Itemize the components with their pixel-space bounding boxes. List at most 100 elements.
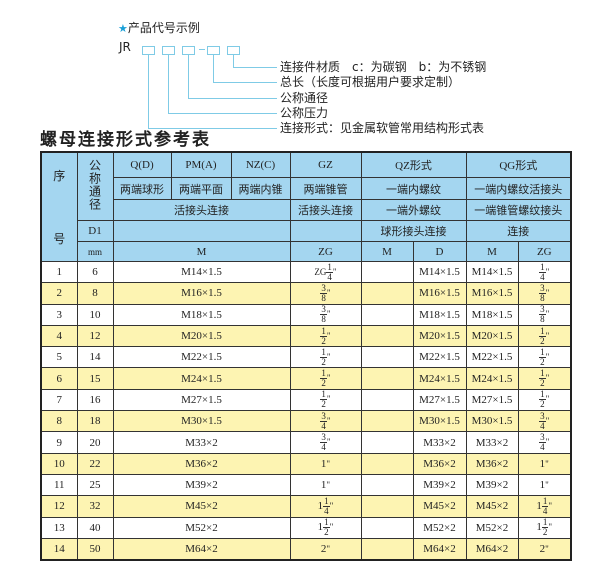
header-cell: NZ(C) <box>230 151 291 178</box>
inch-mark: " <box>326 458 331 469</box>
nominal-diameter: 50 <box>76 537 114 561</box>
gz-zg: 1 1 2 " <box>289 516 362 539</box>
leader-line <box>168 55 169 113</box>
header-cell: 两端球形 <box>112 177 172 200</box>
header-cell-empty <box>289 220 362 242</box>
table-row: 4 12 M20×1.5 1 2 " M20×1.5 M20×1.5 1 2 " <box>40 324 572 348</box>
row-number: 3 <box>40 303 78 326</box>
inch-mark: " <box>332 266 337 277</box>
qg-m: M18×1.5 <box>465 303 519 326</box>
qg-m: M16×1.5 <box>465 282 519 305</box>
fraction-numerator: 3 <box>320 304 327 316</box>
header-cell: mm <box>76 241 114 262</box>
leader-line <box>168 113 277 114</box>
qg-zg: 1" <box>517 473 572 497</box>
row-number: 4 <box>40 324 78 348</box>
zg-whole: 1 <box>320 479 327 492</box>
qg-zg: 3 4 " <box>517 410 572 433</box>
gz-zg: 1 2 " <box>289 346 362 369</box>
inch-mark: " <box>326 544 331 554</box>
row-number: 1 <box>40 260 78 284</box>
code-box <box>182 46 195 55</box>
qz-m <box>360 473 414 497</box>
gz-zg: 1 2 " <box>289 367 362 390</box>
qz-d: M30×1.5 <box>412 410 467 433</box>
inch-mark: " <box>326 437 331 448</box>
qg-zg: 1 1 4 " <box>517 495 572 518</box>
nominal-diameter: 20 <box>76 431 114 454</box>
gz-zg: ZG 1 4 " <box>289 260 362 284</box>
zg-whole: 1 <box>317 521 324 534</box>
fraction-denominator: 2 <box>540 335 545 346</box>
row-number: 5 <box>40 346 78 369</box>
zg-whole: 1 <box>539 457 546 470</box>
thread-m: M33×2 <box>112 431 291 454</box>
header-cell: M <box>465 241 519 262</box>
qz-m <box>360 495 414 518</box>
fraction-denominator: 8 <box>321 314 326 325</box>
qg-zg: 1 2 " <box>517 388 572 412</box>
nominal-diameter: 6 <box>76 260 114 284</box>
header-cell: D1 <box>76 220 114 242</box>
gz-zg: 3 4 " <box>289 431 362 454</box>
fraction-numerator: 3 <box>539 410 546 422</box>
code-box <box>207 46 220 55</box>
label-pressure: 公称压力 <box>280 106 329 120</box>
fraction-numerator: 3 <box>539 432 546 444</box>
zg-whole: 2 <box>320 543 327 555</box>
seq-header: 序号 <box>40 151 78 262</box>
thread-m: M36×2 <box>112 452 291 475</box>
fraction-denominator: 2 <box>540 378 545 389</box>
fraction-denominator: 4 <box>542 505 548 516</box>
table-row: 7 16 M27×1.5 1 2 " M27×1.5 M27×1.5 1 2 " <box>40 388 572 412</box>
fraction-denominator: 4 <box>540 271 545 282</box>
fraction-numerator: 1 <box>320 325 327 337</box>
row-number: 9 <box>40 431 78 454</box>
thread-m: M24×1.5 <box>112 367 291 390</box>
code-dash <box>199 49 205 50</box>
nominal-diameter: 14 <box>76 346 114 369</box>
heading-text: 产品代号示例 <box>127 21 200 35</box>
nominal-diameter: 15 <box>76 367 114 390</box>
header-cell: 两端平面 <box>170 177 232 200</box>
inch-mark: " <box>326 287 331 298</box>
fraction-denominator: 2 <box>540 356 545 367</box>
zg-whole: 1 <box>320 457 327 470</box>
fraction-denominator: 2 <box>321 399 326 410</box>
nominal-diameter: 12 <box>76 324 114 348</box>
fraction-numerator: 3 <box>320 432 327 444</box>
star-icon: ★ <box>118 22 128 35</box>
table-row: 13 40 M52×2 1 1 2 " M52×2 M52×2 1 1 2 " <box>40 516 572 539</box>
zg-whole: 1 <box>317 499 324 512</box>
table-row: 10 22 M36×2 1" M36×2 M36×2 1" <box>40 452 572 475</box>
header-cell: 一端内螺纹 <box>360 177 467 200</box>
qg-zg: 1" <box>517 452 572 475</box>
header-cell: 一端外螺纹 <box>360 199 467 221</box>
code-prefix: JR <box>119 40 131 54</box>
header-cell: 一端锥管螺纹接头 <box>465 199 572 221</box>
qz-d: M52×2 <box>412 516 467 539</box>
thread-m: M16×1.5 <box>112 282 291 305</box>
header-cell: 活接头连接 <box>289 199 362 221</box>
gz-zg: 1" <box>289 452 362 475</box>
inch-mark: " <box>326 351 331 362</box>
qz-m <box>360 516 414 539</box>
fraction-numerator: 1 <box>320 346 327 358</box>
inch-mark: " <box>326 480 331 491</box>
qg-m: M39×2 <box>465 473 519 497</box>
table-row: 11 25 M39×2 1" M39×2 M39×2 1" <box>40 473 572 497</box>
leader-line <box>148 128 277 129</box>
qz-m <box>360 431 414 454</box>
inch-mark: " <box>545 330 550 341</box>
inch-mark: " <box>545 351 550 362</box>
leader-line <box>148 55 149 128</box>
table-row: 14 50 M64×2 2" M64×2 M64×2 2" <box>40 537 572 561</box>
qz-d: M45×2 <box>412 495 467 518</box>
